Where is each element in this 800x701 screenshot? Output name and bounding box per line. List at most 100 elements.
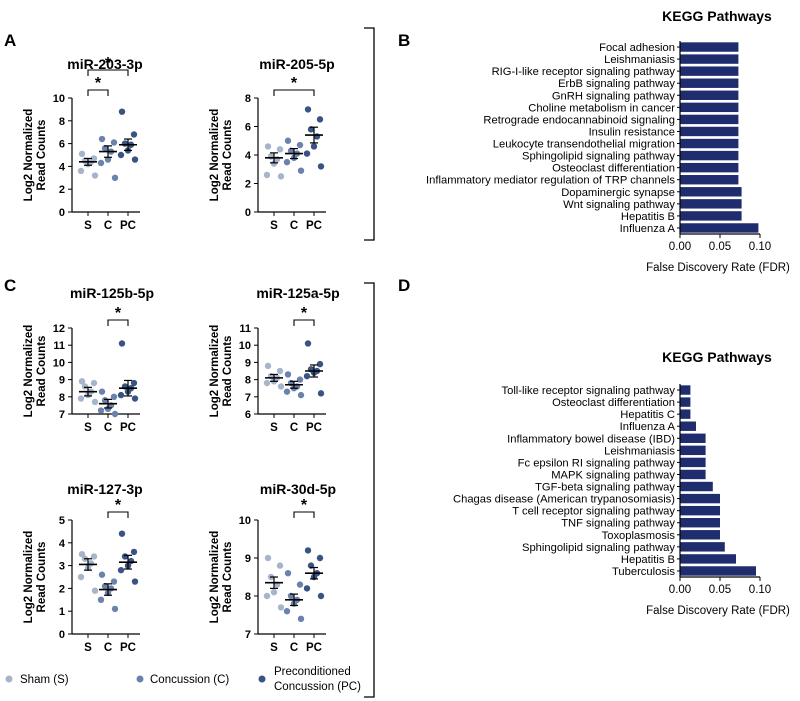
data-point bbox=[296, 581, 304, 588]
chart-mir-125a-5p: miR-125a-5p Log2 Normalized Read Counts 6 7 8… bbox=[209, 285, 340, 434]
data-point bbox=[277, 604, 285, 611]
y-tick-label: 10 bbox=[239, 340, 251, 352]
y-tick-label: 8 bbox=[59, 116, 65, 128]
x-tick-label: C bbox=[290, 642, 298, 654]
y-tick-label: 7 bbox=[245, 392, 251, 404]
legend-label-pc-line2: Concussion (PC) bbox=[274, 681, 361, 693]
x-tick-label: C bbox=[290, 422, 298, 434]
data-point bbox=[97, 159, 105, 167]
data-point bbox=[101, 582, 109, 590]
legend-marker-concussion bbox=[136, 675, 144, 683]
data-point bbox=[264, 362, 272, 370]
category-label: Sphingolipid signaling pathway bbox=[522, 542, 675, 554]
bar bbox=[680, 469, 706, 480]
category-label: T cell receptor signaling pathway bbox=[512, 506, 675, 518]
category-label: GnRH signaling pathway bbox=[552, 90, 676, 102]
data-point bbox=[131, 578, 139, 585]
category-label: Insulin resistance bbox=[589, 126, 675, 138]
category-label: Hepatitis B bbox=[621, 554, 675, 566]
chart-kegg-pathways-b: KEGG Pathways Focal adhesionLeishmaniasis… bbox=[426, 8, 790, 274]
significance-star: * bbox=[115, 497, 122, 514]
y-tick-label: 9 bbox=[59, 375, 65, 387]
data-point bbox=[78, 150, 86, 158]
data-point bbox=[297, 391, 305, 399]
bar bbox=[680, 78, 739, 88]
x-tick-label: 0.10 bbox=[749, 241, 771, 253]
bar bbox=[680, 175, 739, 185]
y-tick-label: 6 bbox=[59, 139, 65, 151]
data-point bbox=[263, 379, 271, 387]
data-point bbox=[117, 151, 125, 159]
significance-bracket bbox=[107, 511, 129, 518]
data-point bbox=[303, 150, 311, 157]
category-label: Leishmaniasis bbox=[604, 445, 675, 457]
y-tick-label: 8 bbox=[245, 93, 251, 105]
x-tick-label: C bbox=[104, 220, 112, 232]
y-tick-label: 6 bbox=[245, 122, 251, 134]
significance-star: * bbox=[105, 55, 112, 72]
data-point bbox=[310, 143, 318, 150]
y-tick-label: 0 bbox=[245, 207, 251, 219]
y-tick-label: 9 bbox=[245, 553, 251, 565]
data-point bbox=[81, 383, 89, 390]
data-point bbox=[316, 360, 324, 368]
data-point bbox=[313, 133, 321, 140]
y-tick-label: 0 bbox=[59, 207, 65, 219]
category-label: Influenza A bbox=[620, 223, 676, 235]
data-point bbox=[121, 140, 129, 147]
x-tick-label: 0.05 bbox=[709, 241, 731, 253]
y-axis-label: Log2 Normalized bbox=[209, 109, 221, 202]
bar bbox=[680, 102, 739, 113]
y-tick-label: 12 bbox=[53, 323, 65, 335]
data-point bbox=[283, 388, 291, 395]
bar bbox=[680, 199, 742, 209]
data-point bbox=[104, 156, 112, 163]
data-point bbox=[110, 578, 118, 585]
category-label: Leukocyte transendothelial migration bbox=[493, 139, 675, 151]
y-axis-label: Read Counts bbox=[36, 336, 48, 407]
y-tick-label: 10 bbox=[53, 357, 65, 369]
data-point bbox=[91, 398, 99, 406]
data-point bbox=[118, 530, 126, 537]
bar bbox=[680, 385, 691, 395]
data-point bbox=[121, 553, 129, 560]
significance-star: * bbox=[301, 305, 308, 322]
significance-bracket bbox=[107, 319, 129, 326]
y-tick-label: 2 bbox=[59, 583, 65, 595]
data-point bbox=[77, 395, 85, 402]
data-point bbox=[97, 596, 105, 603]
category-label: Toll-like receptor signaling pathway bbox=[502, 385, 676, 397]
data-point bbox=[263, 592, 271, 600]
data-point bbox=[277, 383, 285, 390]
y-tick-label: 9 bbox=[245, 357, 251, 369]
data-point bbox=[90, 379, 98, 387]
y-axis-label: Log2 Normalized bbox=[209, 325, 221, 418]
bar bbox=[680, 150, 739, 161]
bracket-top bbox=[364, 27, 375, 241]
data-point bbox=[276, 367, 284, 375]
bar bbox=[680, 566, 756, 576]
y-axis-label: Read Counts bbox=[36, 542, 48, 613]
x-tick-label: C bbox=[104, 642, 112, 654]
data-point bbox=[277, 173, 285, 180]
data-point bbox=[90, 553, 98, 560]
category-label: Leishmaniasis bbox=[604, 54, 675, 66]
data-point bbox=[104, 405, 112, 413]
bar bbox=[680, 457, 706, 468]
bar bbox=[680, 66, 739, 76]
bracket-bottom bbox=[364, 282, 375, 698]
data-point bbox=[111, 605, 119, 613]
data-point bbox=[296, 141, 304, 149]
data-point bbox=[296, 376, 304, 383]
bar bbox=[680, 187, 742, 197]
y-tick-label: 3 bbox=[59, 561, 65, 573]
data-point bbox=[101, 397, 109, 404]
data-point bbox=[130, 548, 138, 556]
significance-star: * bbox=[95, 75, 102, 92]
significance-bracket bbox=[87, 89, 109, 96]
x-tick-label: PC bbox=[306, 422, 322, 434]
significance-bracket bbox=[293, 319, 315, 326]
y-axis-label: Read Counts bbox=[36, 120, 48, 191]
bar bbox=[680, 223, 759, 233]
